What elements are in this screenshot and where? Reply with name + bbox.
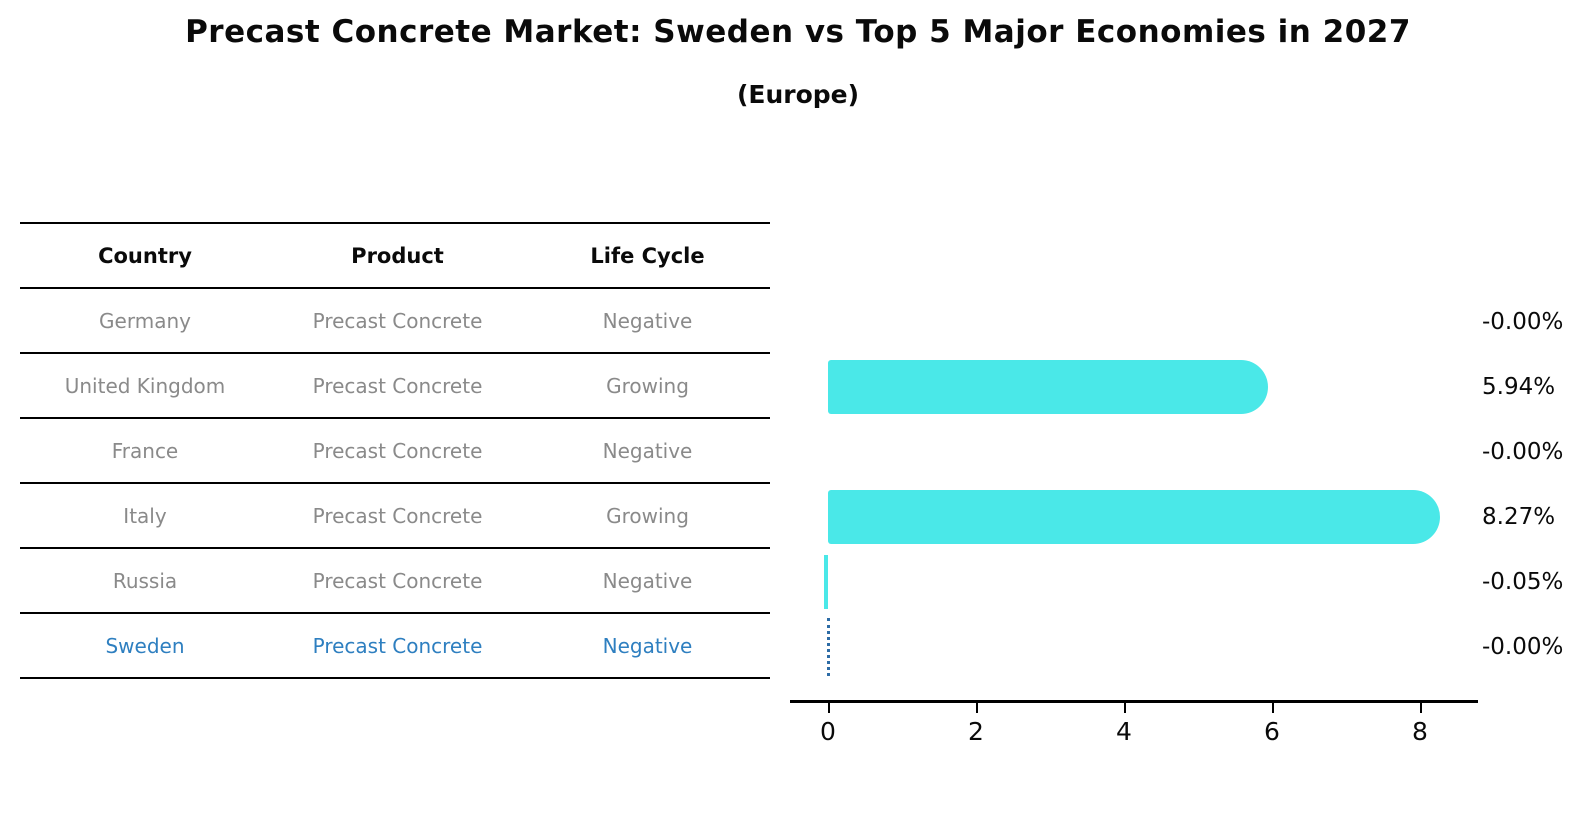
lifecycle-cell: Negative	[602, 308, 693, 333]
x-axis-tick-label: 4	[1116, 717, 1132, 746]
lifecycle-cell: Growing	[606, 503, 689, 528]
bar-value-label: -0.00%	[1482, 439, 1564, 465]
x-axis-tick-label: 6	[1264, 717, 1280, 746]
lifecycle-cell: Negative	[602, 438, 693, 463]
product-cell: Precast Concrete	[312, 633, 483, 658]
x-axis-tick	[976, 703, 978, 713]
lifecycle-cell: Negative	[602, 633, 693, 658]
country-table: Country Product Life Cycle Germany Precas…	[20, 222, 770, 679]
table-row: Russia Precast Concrete Negative	[20, 549, 770, 614]
chart-subtitle: (Europe)	[736, 80, 860, 109]
product-cell: Precast Concrete	[312, 438, 483, 463]
country-cell: France	[111, 438, 179, 463]
table-row: Sweden Precast Concrete Negative	[20, 614, 770, 679]
x-axis-tick-label: 0	[820, 717, 836, 746]
chart-title: Precast Concrete Market: Sweden vs Top 5…	[185, 14, 1411, 50]
bar-chart: -0.00% 5.94% -0.00% 8.27% -0.05% -0.00% 0 2 4 6 8	[790, 280, 1596, 760]
bar	[828, 360, 1268, 414]
lifecycle-cell: Negative	[602, 568, 693, 593]
country-cell: Germany	[99, 308, 191, 333]
column-header-product: Product	[351, 243, 444, 268]
table-header-row: Country Product Life Cycle	[20, 224, 770, 289]
bar-value-label: -0.00%	[1482, 309, 1564, 335]
x-axis-line	[790, 700, 1478, 703]
country-cell: Italy	[123, 503, 167, 528]
product-cell: Precast Concrete	[312, 568, 483, 593]
table-row: Germany Precast Concrete Negative	[20, 289, 770, 354]
bar-value-label: 8.27%	[1482, 504, 1556, 530]
table-row: United Kingdom Precast Concrete Growing	[20, 354, 770, 419]
bar-value-label: 5.94%	[1482, 374, 1556, 400]
table-row: Italy Precast Concrete Growing	[20, 484, 770, 549]
bar-value-label: -0.00%	[1482, 634, 1564, 660]
x-axis-tick-label: 2	[968, 717, 984, 746]
x-axis-tick-label: 8	[1412, 717, 1428, 746]
table-body: Germany Precast Concrete Negative United Ki…	[20, 289, 770, 679]
table-row: France Precast Concrete Negative	[20, 419, 770, 484]
country-cell: Russia	[112, 568, 178, 593]
country-cell: United Kingdom	[64, 373, 226, 398]
bar-sliver	[824, 555, 828, 609]
x-axis-tick	[1420, 703, 1422, 713]
product-cell: Precast Concrete	[312, 503, 483, 528]
lifecycle-cell: Growing	[606, 373, 689, 398]
highlight-dotted-bar	[827, 618, 830, 676]
bar-value-label: -0.05%	[1482, 569, 1564, 595]
product-cell: Precast Concrete	[312, 373, 483, 398]
x-axis-tick	[1124, 703, 1126, 713]
product-cell: Precast Concrete	[312, 308, 483, 333]
x-axis-tick	[828, 703, 830, 713]
country-cell: Sweden	[105, 633, 185, 658]
bar	[828, 490, 1440, 544]
column-header-country: Country	[98, 243, 192, 268]
column-header-lifecycle: Life Cycle	[590, 243, 705, 268]
x-axis-tick	[1272, 703, 1274, 713]
